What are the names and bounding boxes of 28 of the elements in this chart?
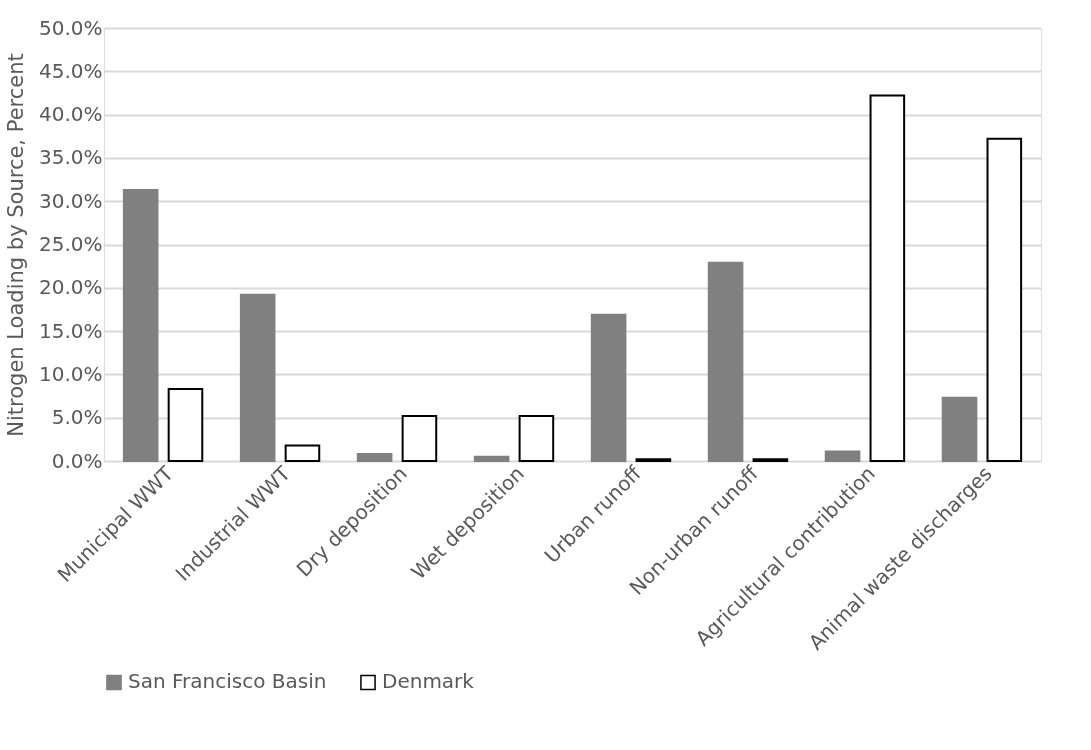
y-tick-label: 30.0% bbox=[38, 188, 103, 213]
y-tick-label: 40.0% bbox=[38, 102, 103, 127]
y-tick-label: 5.0% bbox=[51, 405, 103, 430]
bar bbox=[167, 388, 204, 462]
bar bbox=[869, 94, 906, 462]
bar bbox=[707, 261, 744, 462]
bar bbox=[824, 450, 861, 462]
y-tick-label: 20.0% bbox=[38, 275, 103, 300]
y-axis-title: Nitrogen Loading by Source, Percent bbox=[3, 53, 28, 437]
bar bbox=[122, 188, 159, 462]
bar bbox=[239, 293, 276, 462]
bar bbox=[590, 313, 627, 462]
legend-label: San Francisco Basin bbox=[128, 669, 327, 694]
y-tick-label: 10.0% bbox=[38, 361, 103, 386]
bar bbox=[941, 396, 978, 462]
y-tick-label: 15.0% bbox=[38, 318, 103, 343]
bar bbox=[518, 414, 555, 462]
bar bbox=[473, 455, 510, 462]
y-tick-label: 0.0% bbox=[51, 448, 103, 473]
y-tick-label: 25.0% bbox=[38, 232, 103, 256]
bar bbox=[401, 414, 438, 462]
y-tick-label: 45.0% bbox=[38, 58, 103, 83]
bar bbox=[356, 453, 393, 462]
y-tick-label: 35.0% bbox=[38, 145, 103, 170]
legend-label: Denmark bbox=[382, 669, 475, 694]
y-tick-label: 50.0% bbox=[38, 15, 103, 40]
bar bbox=[284, 444, 321, 462]
bar bbox=[986, 137, 1023, 462]
